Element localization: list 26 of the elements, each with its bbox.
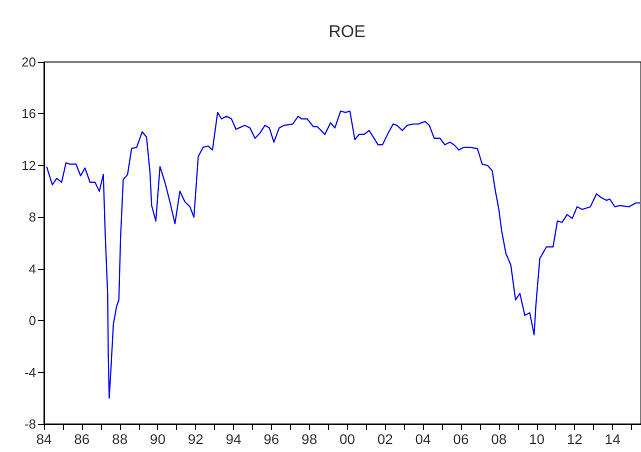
x-tick-label: 02 (377, 431, 394, 447)
line-series (46, 110, 641, 399)
x-tick-label: 00 (339, 431, 356, 447)
chart-title: ROE (328, 22, 366, 41)
y-tick-label: 20 (22, 54, 36, 70)
y-tick-label: 12 (22, 158, 36, 173)
x-tick-label: 96 (264, 431, 280, 447)
y-tick-label: 16 (22, 106, 36, 122)
x-tick-label: 94 (226, 431, 242, 447)
y-tick-label: -4 (24, 364, 36, 380)
y-tick-label: 4 (28, 261, 36, 276)
x-tick-label: 90 (150, 431, 166, 447)
x-tick-label: 98 (302, 431, 318, 447)
x-tick-label: 08 (491, 431, 507, 447)
x-tick-label: 92 (188, 431, 204, 447)
x-tick-label: 10 (528, 431, 545, 447)
x-tick-label: 06 (453, 431, 469, 447)
x-tick-label: 04 (415, 431, 432, 447)
y-tick-label: -8 (24, 416, 36, 432)
y-tick-label: 0 (28, 313, 36, 328)
x-tick-label: 88 (112, 431, 128, 447)
y-tick-label: 8 (28, 210, 36, 225)
x-tick-label: 86 (74, 431, 90, 447)
x-tick-label: 14 (604, 431, 621, 447)
x-tick-label: 84 (36, 431, 52, 447)
x-tick-label: 12 (566, 431, 583, 447)
